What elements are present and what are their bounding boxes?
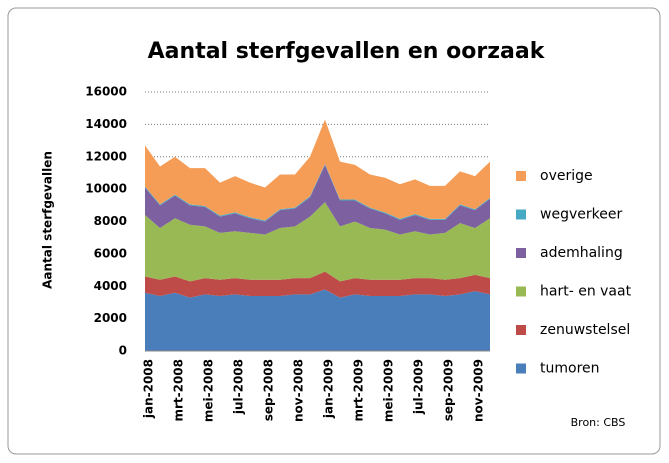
legend-swatch [516,286,526,297]
legend-swatch [516,171,526,181]
area [145,271,490,298]
chart-title: Aantal sterfgevallen en oorzaak [148,39,546,64]
y-tick-label: 10000 [85,182,127,196]
legend-label: overige [540,168,593,184]
y-axis-title: Aantal sterfgevallen [41,151,55,289]
x-tick-label: sep-2009 [442,359,456,421]
x-tick-label: mrt-2009 [352,359,366,422]
y-tick-label: 16000 [85,85,127,99]
x-tick-label: jan-2009 [322,359,336,419]
legend-swatch [516,209,526,220]
legend-label: wegverkeer [540,207,622,223]
x-tick-label: jul-2009 [412,359,426,415]
y-tick-label: 0 [119,344,127,358]
x-tick-label: jul-2008 [232,359,246,415]
y-tick-label: 12000 [85,149,127,163]
x-tick-label: mrt-2008 [172,359,186,422]
x-tick-label: sep-2008 [262,359,276,421]
legend-label: zenuwstelsel [540,322,630,338]
y-tick-label: 4000 [94,279,127,293]
legend-label: hart- en vaat [540,284,632,300]
area [145,289,490,351]
area [145,164,490,235]
x-tick-label: nov-2009 [472,359,486,422]
source: Bron: CBS [571,416,626,429]
x-tick-label: nov-2008 [292,359,306,422]
legend-swatch [516,248,526,258]
y-tick-label: 14000 [85,117,127,131]
y-tick-label: 6000 [94,246,127,260]
legend-swatch [516,325,526,335]
area [145,202,490,282]
x-tick-label: jan-2008 [142,359,156,419]
legend-swatch [516,363,526,374]
y-tick-label: 2000 [94,311,127,325]
x-tick-label: mei-2009 [382,359,396,422]
area [145,119,490,221]
legend-label: tumoren [540,361,600,377]
legend-label: ademhaling [540,245,623,261]
x-tick-label: mei-2008 [202,359,216,422]
y-tick-label: 8000 [94,214,127,228]
